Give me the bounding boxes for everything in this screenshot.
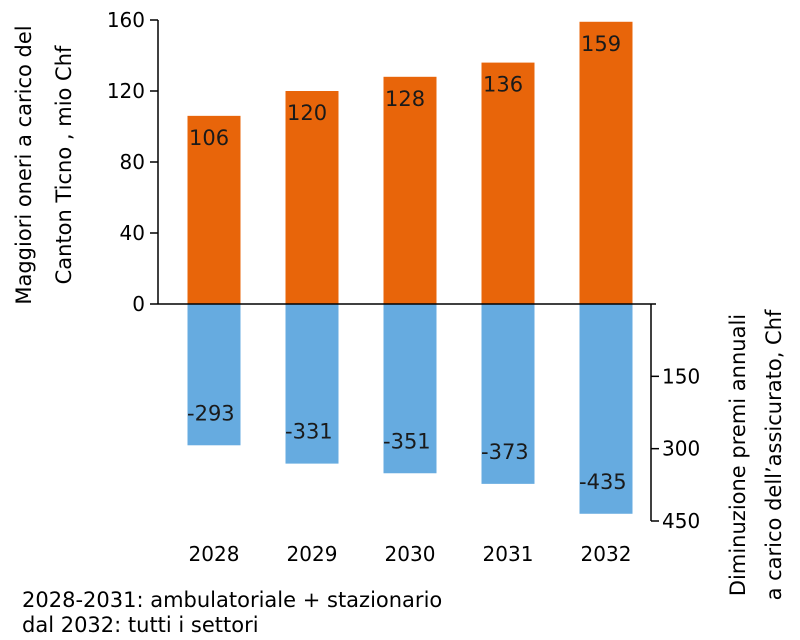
bar-positive-2031 — [481, 62, 535, 304]
category-label-2031: 2031 — [483, 542, 534, 566]
bar-negative-2028 — [187, 304, 241, 446]
left-tick-label-160: 160 — [107, 8, 145, 32]
data-label-positive-2032: 159 — [581, 32, 621, 56]
left-tick-label-80: 80 — [120, 150, 145, 174]
left-tick-label-40: 40 — [120, 221, 145, 245]
data-label-positive-2028: 106 — [189, 126, 229, 150]
bar-negative-2030 — [383, 304, 437, 474]
data-label-negative-2028: -293 — [187, 401, 235, 425]
bar-positive-2030 — [383, 76, 437, 304]
category-label-2029: 2029 — [287, 542, 338, 566]
data-labels-group: 106 -293 120 -331 128 -351 136 -373 159 -435 — [187, 32, 627, 494]
left-axis-title-line1: Maggiori oneri a carico del — [12, 25, 36, 304]
category-label-2028: 2028 — [189, 542, 240, 566]
right-tick-label-450: 450 — [662, 509, 700, 533]
bar-positive-2032 — [579, 21, 633, 305]
bar-positive-2028 — [187, 115, 241, 304]
bars-group — [187, 21, 633, 514]
right-axis-title-line1: Diminuzione premi annuali — [726, 314, 750, 596]
bar-negative-2032 — [579, 304, 633, 514]
bar-positive-2029 — [285, 91, 339, 304]
left-tick-label-120: 120 — [107, 79, 145, 103]
footnote-line-1: 2028-2031: ambulatoriale + stazionario — [22, 588, 443, 612]
right-axis-title-line2: a carico dell’assicurato, Chf — [762, 309, 786, 600]
left-axis-ticks: 0 40 80 120 160 — [107, 8, 158, 316]
bar-negative-2029 — [285, 304, 339, 464]
data-label-positive-2029: 120 — [287, 101, 327, 125]
right-tick-label-150: 150 — [662, 364, 700, 388]
data-label-positive-2031: 136 — [483, 73, 523, 97]
bar-negative-2031 — [481, 304, 535, 484]
category-label-2030: 2030 — [385, 542, 436, 566]
data-label-positive-2030: 128 — [385, 87, 425, 111]
data-label-negative-2032: -435 — [579, 470, 627, 494]
data-label-negative-2030: -351 — [383, 429, 431, 453]
left-axis-title-line2: Canton Ticno , mio Chf — [52, 45, 76, 284]
footnote-line-2: dal 2032: tutti i settori — [22, 613, 259, 637]
category-labels: 2028 2029 2030 2031 2032 — [189, 542, 632, 566]
left-tick-label-0: 0 — [132, 292, 145, 316]
right-axis-ticks: 150 300 450 — [651, 364, 700, 533]
data-label-negative-2031: -373 — [481, 440, 529, 464]
data-label-negative-2029: -331 — [285, 420, 333, 444]
category-label-2032: 2032 — [581, 542, 632, 566]
right-tick-label-300: 300 — [662, 437, 700, 461]
